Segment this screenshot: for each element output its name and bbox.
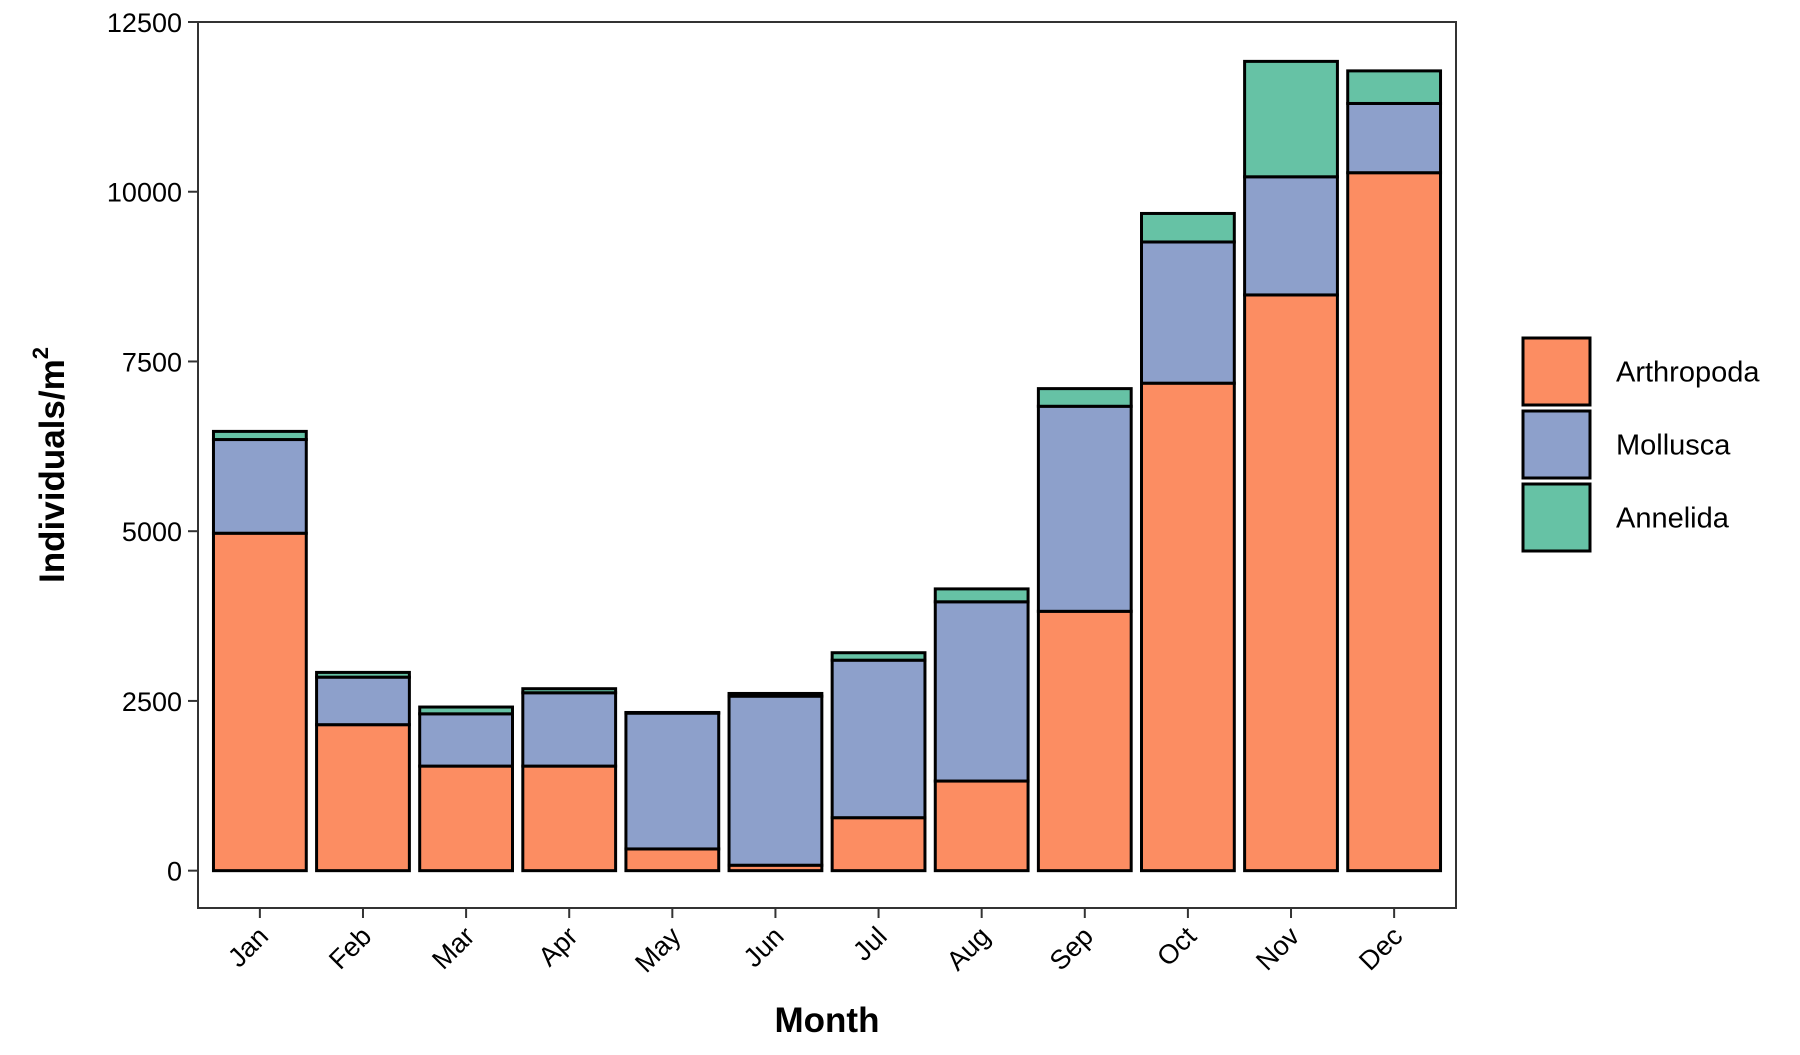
- bar-annelida-aug: [933, 587, 1030, 604]
- bar-annelida-oct: [1140, 211, 1236, 244]
- bar-arthropoda-oct: [1140, 381, 1236, 873]
- bar-mollusca-jul: [830, 658, 927, 820]
- bar-annelida-mar: [418, 705, 514, 716]
- bar-arthropoda-feb: [315, 723, 411, 873]
- bars-layer: [211, 59, 1443, 873]
- y-tick-label: 7500: [122, 347, 182, 377]
- bar-annelida-may: [624, 710, 721, 715]
- plot-frame: [197, 21, 1457, 909]
- legend-swatch-mollusca: [1521, 409, 1592, 480]
- y-tick-label: 2500: [122, 687, 182, 717]
- x-axis-title: Month: [775, 1001, 880, 1040]
- bar-arthropoda-nov: [1243, 293, 1339, 873]
- bar-mollusca-may: [624, 711, 721, 851]
- legend-label-annelida: Annelida: [1616, 503, 1730, 535]
- bar-mollusca-mar: [418, 712, 514, 768]
- y-tick-label: 10000: [107, 178, 182, 208]
- bar-annelida-feb: [315, 670, 411, 679]
- bar-annelida-jan: [211, 429, 308, 442]
- bar-arthropoda-jan: [211, 531, 308, 873]
- bar-annelida-sep: [1036, 387, 1133, 408]
- bar-mollusca-nov: [1243, 175, 1339, 297]
- bar-mollusca-sep: [1036, 404, 1133, 613]
- bar-arthropoda-sep: [1036, 609, 1133, 873]
- bar-mollusca-dec: [1346, 101, 1443, 175]
- y-axis-title: Individuals/m2: [28, 347, 72, 583]
- bar-arthropoda-mar: [418, 764, 514, 873]
- y-tick-label: 5000: [122, 517, 182, 547]
- bar-arthropoda-apr: [521, 764, 618, 873]
- bar-mollusca-jan: [211, 438, 308, 535]
- bar-arthropoda-aug: [933, 779, 1030, 873]
- y-tick-label: 0: [167, 857, 182, 887]
- bar-annelida-apr: [521, 687, 618, 695]
- bar-arthropoda-may: [624, 847, 721, 873]
- bar-annelida-nov: [1243, 59, 1339, 179]
- legend: Arthropoda Mollusca Annelida: [1521, 336, 1760, 553]
- bar-mollusca-feb: [315, 675, 411, 727]
- bar-mollusca-jun: [727, 694, 824, 867]
- bar-mollusca-apr: [521, 691, 618, 768]
- y-axis-title-superscript: 2: [28, 347, 53, 359]
- y-axis-title-main: Individuals/m: [33, 359, 72, 583]
- legend-label-arthropoda: Arthropoda: [1616, 357, 1760, 389]
- bar-mollusca-aug: [933, 600, 1030, 783]
- bar-arthropoda-dec: [1346, 171, 1443, 873]
- legend-label-mollusca: Mollusca: [1616, 430, 1731, 462]
- bar-mollusca-oct: [1140, 240, 1236, 385]
- bar-annelida-jul: [830, 651, 927, 662]
- bar-annelida-dec: [1346, 69, 1443, 105]
- legend-swatch-arthropoda: [1521, 336, 1592, 407]
- legend-swatch-annelida: [1521, 482, 1592, 553]
- y-tick-label: 12500: [107, 8, 182, 38]
- bar-annelida-jun: [727, 691, 824, 698]
- bar-arthropoda-jul: [830, 816, 927, 873]
